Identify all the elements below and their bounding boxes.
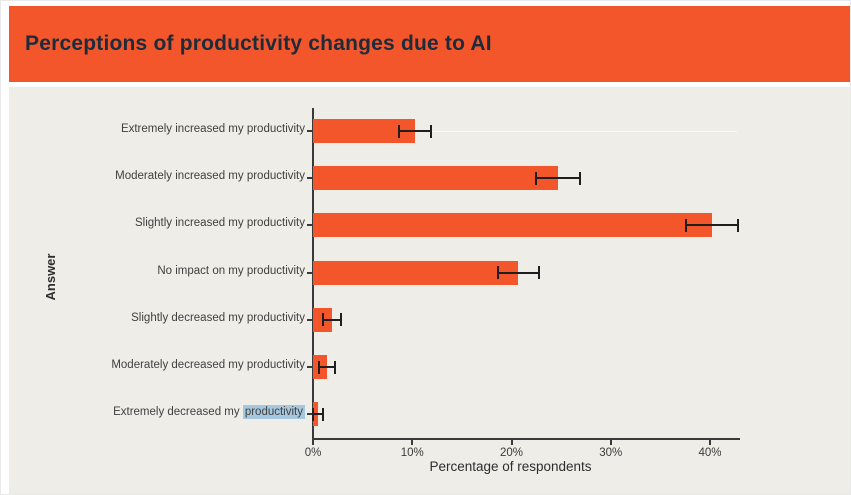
error-bar-cap bbox=[398, 124, 401, 138]
y-tick-mark bbox=[307, 271, 312, 274]
error-bar-line bbox=[536, 177, 580, 180]
x-tick-label: 20% bbox=[499, 447, 524, 459]
error-bar-cap bbox=[538, 266, 541, 280]
error-bar-line bbox=[322, 318, 341, 321]
x-tick-label: 30% bbox=[599, 447, 623, 459]
x-tick-mark bbox=[411, 440, 414, 445]
error-bar-cap bbox=[496, 266, 499, 280]
error-bar-cap bbox=[321, 407, 324, 421]
bar[interactable] bbox=[313, 119, 416, 143]
error-bar-cap bbox=[333, 360, 336, 374]
error-bar-cap bbox=[339, 313, 342, 327]
bar[interactable] bbox=[313, 166, 559, 191]
y-tick-mark bbox=[307, 177, 312, 180]
x-tick-mark bbox=[609, 440, 612, 445]
x-tick-label: 10% bbox=[400, 447, 424, 459]
y-tick-mark bbox=[307, 130, 312, 132]
error-bar-cap bbox=[430, 124, 433, 138]
error-bar-line bbox=[399, 130, 432, 132]
category-label[interactable]: Extremely increased my productivity bbox=[120, 123, 305, 135]
x-tick-label: 40% bbox=[698, 447, 722, 459]
x-tick-mark bbox=[709, 440, 711, 445]
category-label[interactable]: Moderately decreased my productivity bbox=[111, 359, 305, 371]
error-bar-cap bbox=[312, 407, 314, 421]
bar[interactable] bbox=[313, 260, 519, 285]
y-tick-mark bbox=[307, 366, 312, 368]
error-bar-cap bbox=[535, 171, 538, 185]
error-bar-cap bbox=[321, 313, 324, 327]
x-tick-label: 0% bbox=[304, 447, 322, 459]
x-tick-mark bbox=[312, 440, 314, 445]
y-tick-mark bbox=[307, 318, 312, 321]
y-tick-mark bbox=[307, 413, 312, 416]
chart-panel: Answer Percentage of respondents Extreme… bbox=[9, 87, 850, 494]
chart-header: Perceptions of productivity changes due … bbox=[9, 6, 850, 82]
error-bar-cap bbox=[578, 171, 581, 185]
error-bar-cap bbox=[736, 218, 739, 232]
x-axis-line bbox=[312, 438, 740, 440]
error-bar-line bbox=[686, 224, 738, 227]
error-bar-line bbox=[497, 271, 540, 274]
x-tick-mark bbox=[510, 440, 513, 445]
bar[interactable] bbox=[313, 213, 712, 238]
error-bar-line bbox=[318, 366, 335, 368]
category-label[interactable]: Moderately increased my productivity bbox=[115, 170, 305, 183]
error-bar-cap bbox=[317, 360, 320, 374]
category-label[interactable]: Slightly decreased my productivity bbox=[131, 311, 305, 324]
selected-text: productivity bbox=[242, 405, 305, 420]
chart-title: Perceptions of productivity changes due … bbox=[25, 32, 492, 55]
error-bar-cap bbox=[685, 218, 688, 232]
error-bar-line bbox=[313, 413, 323, 416]
category-label[interactable]: Extremely decreased my productivity bbox=[113, 405, 305, 420]
y-tick-mark bbox=[307, 224, 312, 227]
hover-gridline bbox=[313, 130, 737, 132]
x-axis-title: Percentage of respondents bbox=[429, 459, 592, 474]
category-label[interactable]: No impact on my productivity bbox=[157, 264, 305, 277]
category-label[interactable]: Slightly increased my productivity bbox=[134, 217, 305, 230]
